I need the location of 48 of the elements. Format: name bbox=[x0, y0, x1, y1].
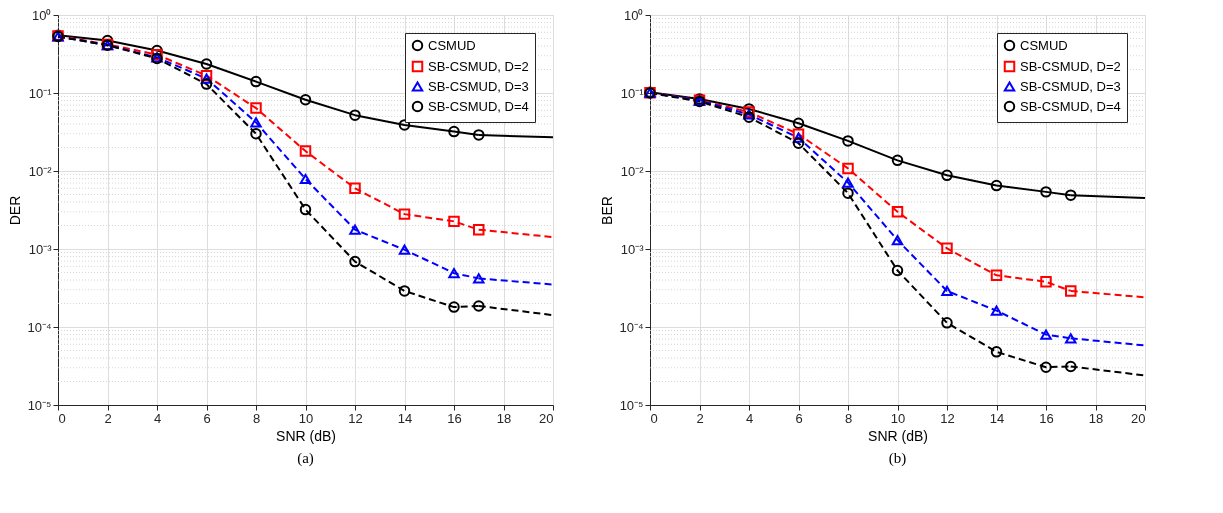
x-tick-label: 12 bbox=[940, 410, 955, 426]
legend-label: SB-CSMUD, D=2 bbox=[428, 58, 529, 74]
y-tick-label: 10⁻³ bbox=[620, 241, 645, 257]
x-tick-label: 0 bbox=[650, 410, 658, 426]
y-tick-label: 10⁻¹ bbox=[28, 85, 53, 101]
x-tick-label: 0 bbox=[58, 410, 66, 426]
legend-label: SB-CSMUD, D=2 bbox=[1020, 58, 1121, 74]
x-tick-label: 4 bbox=[153, 410, 162, 426]
y-tick-label: 10⁰ bbox=[32, 7, 52, 23]
y-tick-label: 10⁻² bbox=[28, 163, 53, 179]
x-tick-label: 14 bbox=[989, 410, 1005, 426]
y-tick-label: 10⁻² bbox=[620, 163, 645, 179]
text: (a) bbox=[297, 450, 314, 467]
x-tick-label: 6 bbox=[795, 410, 803, 426]
x-tick-label: 8 bbox=[252, 410, 261, 426]
x-tick-label: 10 bbox=[298, 410, 314, 426]
legend-label: SB-CSMUD, D=3 bbox=[428, 78, 529, 94]
y-tick-label: 10⁻¹ bbox=[620, 85, 645, 101]
x-tick-label: 12 bbox=[348, 410, 363, 426]
y-tick-label: 10⁰ bbox=[624, 7, 644, 23]
legend-label: CSMUD bbox=[1020, 37, 1068, 53]
x-tick-label: 14 bbox=[397, 410, 413, 426]
y-axis-title: BER bbox=[599, 196, 616, 225]
x-tick-label: 2 bbox=[104, 410, 112, 426]
x-tick-label: 4 bbox=[745, 410, 754, 426]
y-tick-label: 10⁻⁵ bbox=[27, 397, 52, 413]
legend-label: CSMUD bbox=[428, 37, 476, 53]
legend-label: SB-CSMUD, D=4 bbox=[428, 98, 529, 114]
y-tick-label: 10⁻⁵ bbox=[619, 397, 644, 413]
x-tick-label: 18 bbox=[1088, 410, 1104, 426]
x-tick-label: 18 bbox=[496, 410, 512, 426]
y-axis-title: DER bbox=[7, 195, 24, 226]
x-tick-label: 16 bbox=[447, 410, 462, 426]
x-tick-label: 20 bbox=[539, 410, 554, 426]
legend-label: SB-CSMUD, D=4 bbox=[1020, 98, 1121, 114]
x-tick-label: 16 bbox=[1039, 410, 1054, 426]
x-axis-title: SNR (dB) bbox=[276, 427, 336, 444]
x-tick-label: 8 bbox=[844, 410, 853, 426]
x-tick-label: 10 bbox=[890, 410, 906, 426]
text: (b) bbox=[888, 450, 907, 467]
y-tick-label: 10⁻⁴ bbox=[27, 319, 52, 335]
x-tick-label: 6 bbox=[203, 410, 211, 426]
x-tick-label: 2 bbox=[696, 410, 704, 426]
y-tick-label: 10⁻⁴ bbox=[619, 319, 644, 335]
x-tick-label: 20 bbox=[1131, 410, 1146, 426]
y-tick-label: 10⁻³ bbox=[28, 241, 53, 257]
x-axis-title: SNR (dB) bbox=[868, 427, 928, 444]
legend-label: SB-CSMUD, D=3 bbox=[1020, 78, 1121, 94]
